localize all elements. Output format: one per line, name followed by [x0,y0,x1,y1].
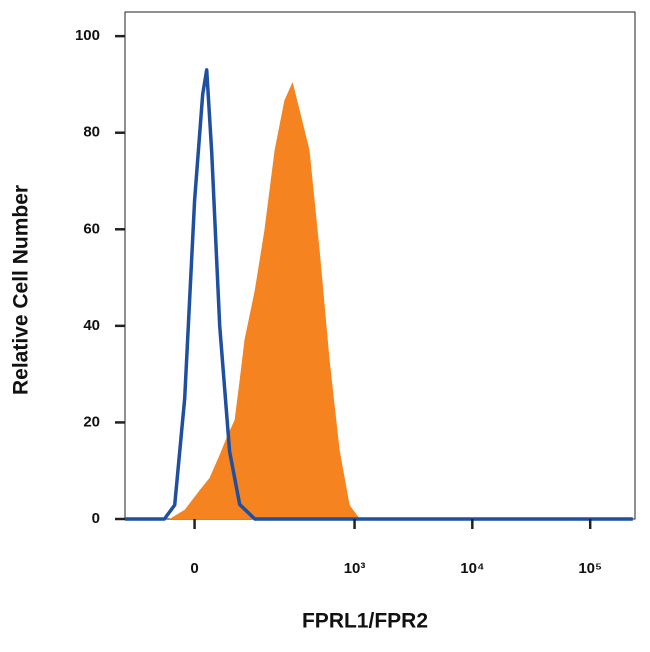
y-tick-label: 100 [75,27,100,44]
x-tick-label: 10⁴ [460,560,484,577]
y-tick-label: 20 [83,413,100,430]
y-tick-label: 40 [83,317,100,334]
x-tick-label: 10⁵ [578,560,602,577]
histogram-area [169,82,360,519]
x-axis-title: FPRL1/FPR2 [302,610,428,633]
x-tick-label: 0 [190,560,198,577]
y-tick-label: 80 [83,124,100,141]
y-axis-title: Relative Cell Number [10,185,33,395]
x-tick-label: 10³ [344,560,366,577]
y-tick-label: 60 [83,220,100,237]
y-tick-label: 0 [92,510,100,527]
histogram-line [125,68,633,521]
plot-frame [124,11,636,520]
